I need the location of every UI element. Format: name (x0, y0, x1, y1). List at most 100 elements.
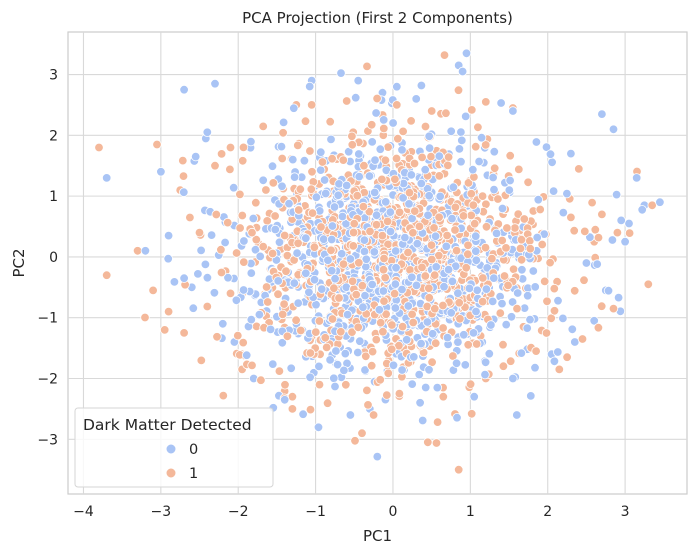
data-point-series-0 (589, 316, 599, 326)
data-point-series-0 (334, 179, 344, 189)
data-point-series-1 (251, 197, 261, 208)
data-point-series-0 (274, 237, 285, 248)
data-point-series-0 (496, 98, 506, 108)
data-point-series-0 (353, 347, 363, 358)
data-point-series-0 (398, 193, 408, 203)
data-point-series-0 (371, 108, 381, 118)
data-point-series-0 (637, 205, 647, 215)
data-point-series-1 (348, 227, 359, 238)
data-point-series-1 (378, 327, 388, 337)
data-point-series-1 (554, 364, 565, 375)
data-point-series-0 (375, 144, 386, 154)
data-point-series-0 (441, 241, 452, 252)
data-point-series-0 (369, 247, 380, 257)
data-point-series-1 (570, 286, 580, 296)
data-point-series-0 (360, 365, 370, 375)
data-point-series-1 (478, 273, 488, 283)
data-point-series-0 (190, 151, 201, 162)
data-point-series-0 (316, 147, 326, 157)
data-point-series-0 (421, 382, 431, 393)
data-point-series-0 (246, 314, 257, 325)
data-point-series-1 (471, 141, 481, 152)
data-point-series-1 (579, 275, 589, 285)
data-point-series-0 (370, 155, 380, 165)
data-point-series-1 (371, 334, 382, 345)
data-point-series-1 (235, 223, 245, 233)
data-point-series-0 (378, 286, 389, 296)
data-point-series-1 (514, 164, 524, 175)
data-point-series-0 (391, 246, 401, 256)
data-point-series-0 (210, 78, 220, 89)
data-point-series-0 (342, 180, 352, 191)
data-point-series-1 (540, 276, 550, 287)
data-point-series-1 (398, 126, 408, 137)
data-point-series-1 (463, 240, 473, 251)
data-point-series-0 (309, 275, 320, 285)
data-point-series-1 (361, 351, 371, 362)
data-point-series-0 (163, 230, 174, 241)
data-point-series-0 (592, 259, 602, 269)
data-point-series-1 (431, 438, 442, 448)
data-point-series-1 (185, 212, 195, 223)
data-point-series-0 (359, 246, 370, 257)
data-point-series-0 (241, 350, 252, 360)
data-point-series-0 (446, 126, 456, 137)
data-point-series-1 (238, 337, 248, 348)
legend-marker-1 (165, 467, 177, 479)
data-point-series-1 (463, 178, 474, 188)
data-point-series-1 (132, 246, 143, 256)
data-point-series-1 (281, 266, 291, 276)
data-point-series-0 (316, 165, 326, 175)
data-point-series-1 (336, 327, 346, 337)
data-point-series-0 (488, 172, 498, 183)
data-point-series-1 (480, 242, 491, 253)
data-point-series-1 (487, 253, 497, 264)
data-point-series-0 (415, 398, 425, 408)
data-point-series-1 (325, 116, 335, 127)
data-point-series-1 (590, 224, 601, 235)
data-point-series-0 (179, 84, 189, 95)
data-point-series-0 (655, 197, 665, 207)
data-point-series-0 (489, 273, 499, 283)
data-point-series-1 (148, 285, 158, 296)
data-point-series-1 (314, 316, 325, 326)
data-point-series-0 (432, 382, 443, 393)
data-point-series-1 (417, 152, 427, 163)
data-point-series-1 (409, 158, 420, 169)
x-axis-label: PC1 (363, 527, 392, 545)
data-point-series-0 (305, 372, 315, 383)
x-tick-label: −3 (151, 504, 172, 520)
data-point-series-1 (359, 160, 369, 171)
data-point-series-0 (464, 283, 475, 294)
data-point-series-1 (380, 155, 391, 166)
data-point-series-0 (169, 277, 180, 287)
data-point-series-1 (222, 217, 233, 228)
data-point-series-1 (140, 312, 150, 323)
data-point-series-1 (327, 153, 337, 164)
data-point-series-1 (593, 323, 604, 333)
data-point-series-0 (367, 137, 377, 147)
data-point-series-0 (451, 358, 462, 369)
data-point-series-1 (387, 344, 397, 355)
data-point-series-0 (528, 266, 539, 276)
data-point-series-1 (420, 121, 431, 132)
data-point-series-0 (422, 317, 433, 327)
data-point-series-1 (523, 177, 533, 188)
data-point-series-1 (574, 164, 584, 174)
data-point-series-0 (407, 272, 417, 283)
data-point-series-0 (469, 392, 479, 402)
data-point-series-1 (237, 156, 248, 166)
data-point-series-0 (453, 337, 463, 347)
data-point-series-1 (562, 352, 572, 362)
data-point-series-0 (292, 248, 302, 258)
data-point-series-0 (397, 145, 407, 155)
data-point-series-1 (237, 210, 248, 221)
data-point-series-0 (435, 191, 445, 202)
data-point-series-1 (357, 428, 367, 438)
data-point-series-1 (311, 327, 321, 337)
data-point-series-1 (420, 271, 431, 281)
data-point-series-0 (202, 127, 213, 138)
data-point-series-0 (480, 369, 490, 380)
data-point-series-1 (495, 308, 506, 318)
data-point-series-0 (188, 303, 199, 313)
